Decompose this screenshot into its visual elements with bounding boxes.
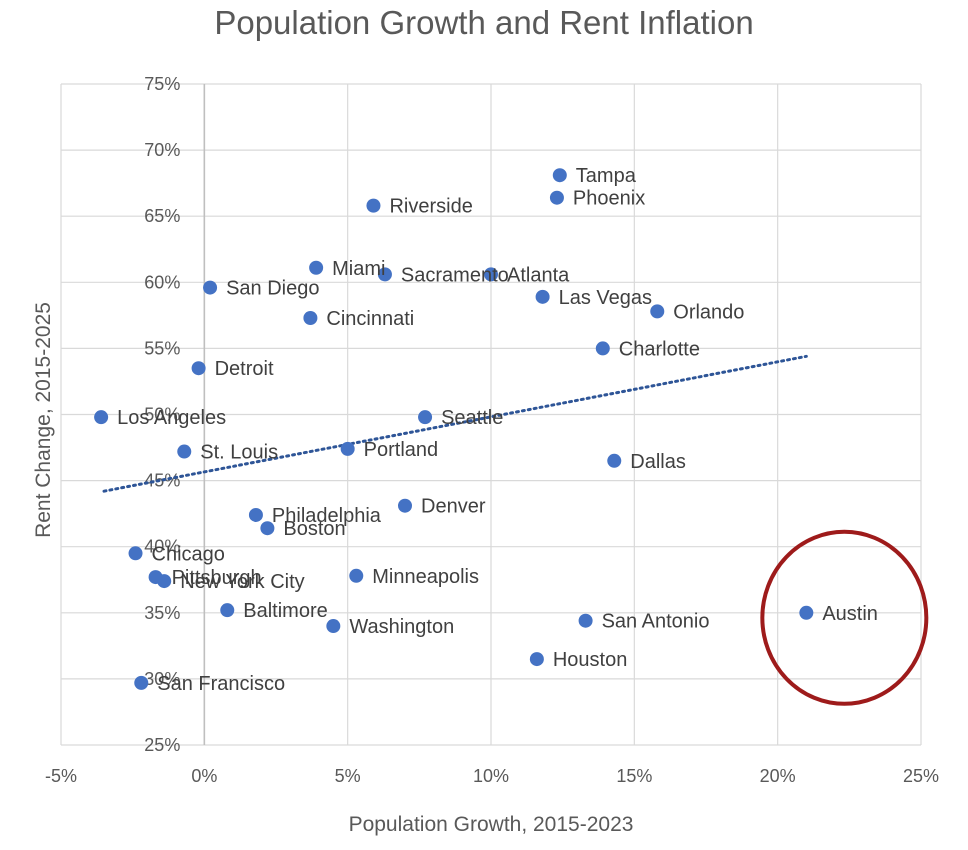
chart-title: Population Growth and Rent Inflation <box>214 4 754 41</box>
x-axis-title: Population Growth, 2015-2023 <box>349 813 634 836</box>
point-las-vegas <box>535 289 550 304</box>
y-tick-label: 55% <box>144 338 180 358</box>
point-miami <box>309 260 324 275</box>
x-tick-label: 0% <box>191 766 217 786</box>
label-dallas: Dallas <box>630 451 686 473</box>
label-pittsburgh: Pittsburgh <box>172 567 262 589</box>
point-minneapolis <box>349 568 364 583</box>
point-washington <box>326 619 341 634</box>
label-baltimore: Baltimore <box>243 600 327 622</box>
point-tampa <box>552 168 567 183</box>
x-tick-label: -5% <box>45 766 77 786</box>
y-tick-label: 75% <box>144 74 180 94</box>
point-houston <box>529 652 544 667</box>
point-dallas <box>607 453 622 468</box>
point-austin <box>799 605 814 620</box>
label-los-angeles: Los Angeles <box>117 407 226 429</box>
point-philadelphia <box>248 507 263 522</box>
label-san-antonio: San Antonio <box>602 611 710 633</box>
point-seattle <box>418 410 433 425</box>
y-tick-label: 60% <box>144 272 180 292</box>
point-detroit <box>191 361 206 376</box>
y-tick-label: 30% <box>144 669 180 689</box>
highlight-layer <box>760 529 929 706</box>
point-sacramento <box>377 267 392 282</box>
label-detroit: Detroit <box>215 358 274 380</box>
grid-lines <box>60 83 922 746</box>
label-seattle: Seattle <box>441 407 503 429</box>
data-points <box>94 168 814 690</box>
highlight-circle <box>760 529 929 706</box>
label-sacramento: Sacramento <box>401 264 509 286</box>
label-st-louis: St. Louis <box>200 442 278 464</box>
x-tick-label: 25% <box>903 766 939 786</box>
label-washington: Washington <box>349 616 454 638</box>
point-charlotte <box>595 341 610 356</box>
y-axis-title: Rent Change, 2015-2025 <box>32 302 55 538</box>
label-minneapolis: Minneapolis <box>372 566 479 588</box>
point-phoenix <box>549 190 564 205</box>
y-tick-label: 40% <box>144 537 180 557</box>
x-tick-label: 5% <box>335 766 361 786</box>
label-cincinnati: Cincinnati <box>326 308 414 330</box>
point-atlanta <box>484 267 498 282</box>
label-miami: Miami <box>332 258 385 280</box>
y-tick-label: 65% <box>144 206 180 226</box>
point-new-york-city <box>157 574 172 589</box>
axis-ticks: 25%30%35%40%45%50%55%60%65%70%75%-5%0%5%… <box>45 74 939 786</box>
label-phoenix: Phoenix <box>573 188 645 210</box>
point-portland <box>340 441 355 456</box>
label-tampa: Tampa <box>576 165 637 187</box>
label-portland: Portland <box>364 439 439 461</box>
label-boston: Boston <box>283 518 345 540</box>
point-chicago <box>128 546 143 561</box>
label-atlanta: Atlanta <box>507 264 570 286</box>
y-tick-label: 70% <box>144 140 180 160</box>
point-riverside <box>366 198 381 213</box>
point-denver <box>398 498 412 513</box>
trendline <box>102 354 808 493</box>
label-san-francisco: San Francisco <box>157 673 285 695</box>
label-austin: Austin <box>822 603 878 625</box>
point-boston <box>260 521 275 536</box>
label-riverside: Riverside <box>389 196 472 218</box>
point-san-diego <box>203 280 218 295</box>
y-tick-label: 50% <box>144 405 180 425</box>
x-tick-label: 15% <box>616 766 652 786</box>
point-baltimore <box>220 603 235 618</box>
label-houston: Houston <box>553 649 628 671</box>
x-tick-label: 10% <box>473 766 509 786</box>
point-orlando <box>650 304 665 319</box>
trendline-layer <box>102 354 808 493</box>
label-philadelphia: Philadelphia <box>272 505 382 527</box>
point-san-francisco <box>134 675 149 690</box>
point-st-louis <box>177 444 192 459</box>
label-denver: Denver <box>421 496 486 518</box>
label-new-york-city: New York City <box>180 571 305 593</box>
x-tick-label: 20% <box>760 766 796 786</box>
label-charlotte: Charlotte <box>619 338 700 360</box>
label-orlando: Orlando <box>673 301 744 323</box>
point-san-antonio <box>578 613 593 628</box>
y-tick-label: 25% <box>144 735 180 755</box>
point-cincinnati <box>303 310 318 325</box>
point-los-angeles <box>94 410 109 425</box>
label-chicago: Chicago <box>152 543 225 565</box>
y-tick-label: 35% <box>144 603 180 623</box>
label-san-diego: San Diego <box>226 278 319 300</box>
label-las-vegas: Las Vegas <box>559 287 652 309</box>
